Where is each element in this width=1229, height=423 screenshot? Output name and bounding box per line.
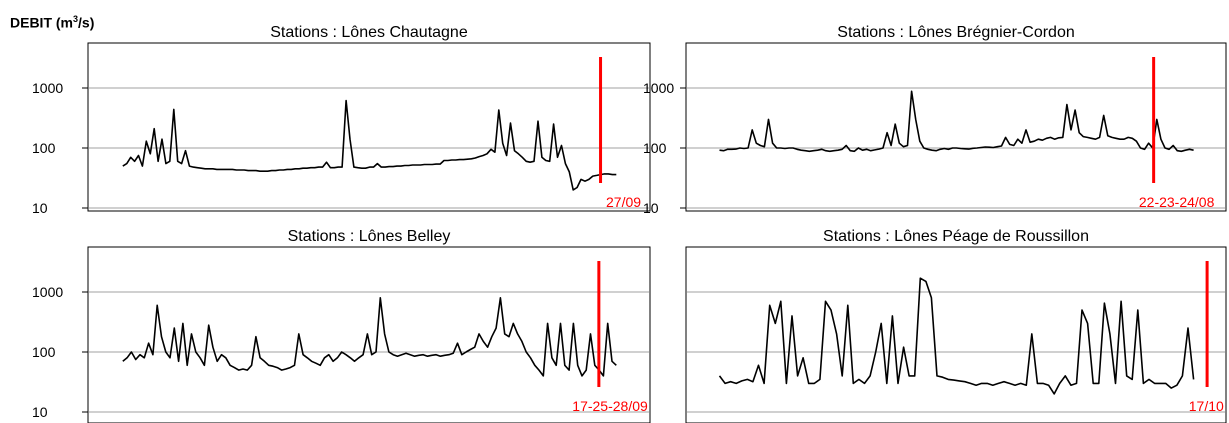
y-tick-label: 1000	[643, 80, 674, 96]
y-tick-label: 1000	[32, 284, 63, 300]
y-tick-label: 10	[643, 200, 659, 216]
panel-title: Stations : Lônes Belley	[288, 228, 451, 245]
plot-frame	[87, 42, 651, 212]
discharge-series-line	[719, 90, 1194, 153]
discharge-series-line	[122, 99, 617, 191]
y-tick-label: 10	[32, 200, 48, 216]
panel-title: Stations : Lônes Brégnier-Cordon	[837, 24, 1074, 41]
y-tick-label: 100	[32, 344, 56, 360]
panel-title: Stations : Lônes Chautagne	[270, 24, 468, 41]
event-date-label: 17-25-28/09	[572, 398, 648, 414]
plot-frame	[87, 246, 651, 423]
chart-panel-2: Stations : Lônes Brégnier-Cordon 1000 100 1…	[643, 24, 1227, 216]
y-axis-unit-label: DEBIT (m3/s)	[10, 14, 95, 31]
event-date-label: 22-23-24/08	[1139, 194, 1215, 210]
chart-panel-3: Stations : Lônes Belley 1000 100 10 17-25-28…	[32, 228, 651, 423]
y-tick-label: 10	[32, 404, 48, 420]
panel-title: Stations : Lônes Péage de Roussillon	[823, 228, 1089, 245]
event-date-label: 27/09	[606, 194, 641, 210]
discharge-series-line	[122, 296, 617, 377]
event-date-label: 17/10	[1189, 398, 1224, 414]
chart-panel-1: Stations : Lônes Chautagne 1000 100 10 27/09	[32, 24, 651, 216]
plot-frame	[685, 42, 1227, 212]
y-tick-label: 100	[643, 140, 667, 156]
plot-frame	[685, 246, 1227, 423]
discharge-series-line	[718, 277, 1195, 395]
chart-panel-4: Stations : Lônes Péage de Roussillon 17/1…	[685, 228, 1227, 423]
y-tick-label: 100	[32, 140, 56, 156]
y-tick-label: 1000	[32, 80, 63, 96]
